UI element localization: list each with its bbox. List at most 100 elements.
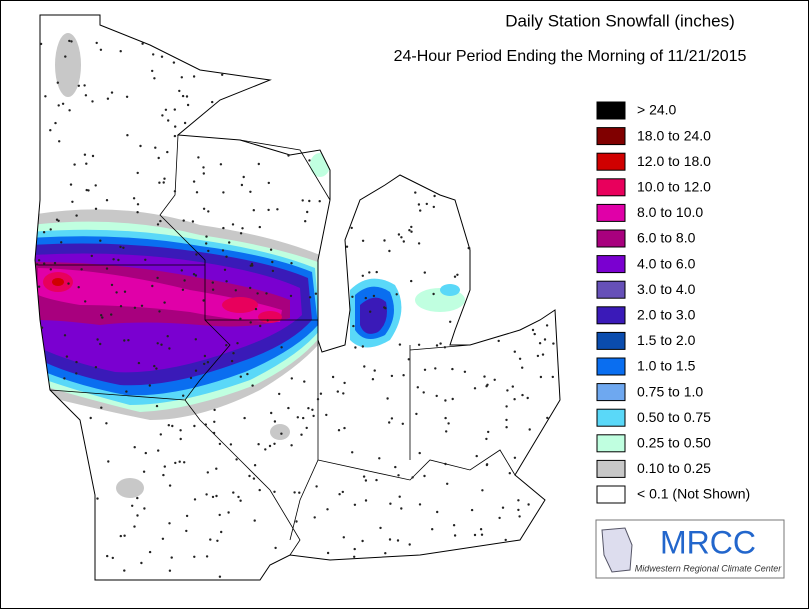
station [248,474,251,478]
station [182,394,185,397]
station [504,538,507,542]
station [49,228,52,231]
legend-label: 1.0 to 1.5 [637,358,696,374]
station [225,344,228,347]
legend-label: 4.0 to 6.0 [637,255,696,271]
legend-swatch [596,331,626,350]
station [400,507,403,510]
station [364,296,367,300]
station [194,274,198,277]
station [111,556,115,560]
legend-label: 0.10 to 0.25 [637,460,711,476]
station [136,171,139,175]
station [91,154,95,158]
station [398,343,402,346]
station [479,528,483,531]
station [136,211,139,214]
station [536,354,540,358]
station [239,317,242,320]
station [485,385,488,388]
station [75,360,78,364]
station [397,474,400,477]
station [237,495,240,499]
station [156,276,159,280]
station [185,95,189,98]
station [183,461,186,464]
station [258,488,261,492]
station [325,413,328,417]
station [533,332,536,336]
station [89,416,92,420]
station [151,69,154,73]
station [378,457,381,460]
station [123,534,126,537]
station [106,554,109,558]
station [236,342,239,345]
station [123,569,126,572]
station [257,162,260,166]
station [125,95,129,99]
legend-label: 12.0 to 18.0 [637,153,711,169]
legend-label: 2.0 to 3.0 [637,307,696,323]
station [259,324,262,328]
station [239,499,242,502]
station [268,444,272,448]
station [265,292,268,295]
station [444,462,447,466]
station [205,493,208,496]
station [221,73,224,77]
station [101,316,104,319]
title: Daily Station Snowfall (inches) [505,11,735,30]
station [276,208,279,211]
legend-label: 3.0 to 4.0 [637,281,696,297]
station [444,416,447,420]
logo-map [601,527,633,573]
station [400,236,403,239]
station [125,390,128,393]
station [180,76,183,79]
station [517,499,520,502]
legend-swatch [596,229,626,248]
station [273,490,276,493]
station [54,121,57,125]
station [338,493,341,496]
legend-swatch [596,152,626,171]
station [304,220,307,223]
station [94,207,98,210]
legend-swatch [596,459,626,478]
station [96,338,99,341]
legend: > 24.0 18.0 to 24.0 12.0 to 18.0 10.0 to 12… [596,101,750,504]
station [505,418,508,422]
station [266,319,269,322]
station [127,339,130,342]
station [232,352,235,355]
station [353,555,356,558]
station [375,270,378,274]
station [451,367,454,371]
station [157,156,160,160]
station [538,342,542,345]
station [287,406,290,410]
legend-label: 0.25 to 0.50 [637,435,711,451]
legend-swatch [596,255,626,274]
station [56,81,59,84]
station [167,424,170,427]
station [239,232,243,235]
station [249,321,252,324]
station [181,288,185,291]
station [541,353,545,356]
station [246,372,249,376]
station [253,519,256,522]
station [371,378,375,381]
station [35,263,39,266]
station [316,398,320,401]
station [119,50,122,53]
station [154,146,157,149]
station [137,361,141,365]
station [473,533,477,537]
station [155,367,158,370]
station [193,498,197,501]
station [77,84,81,88]
legend-swatch [596,434,626,453]
station [345,245,349,248]
